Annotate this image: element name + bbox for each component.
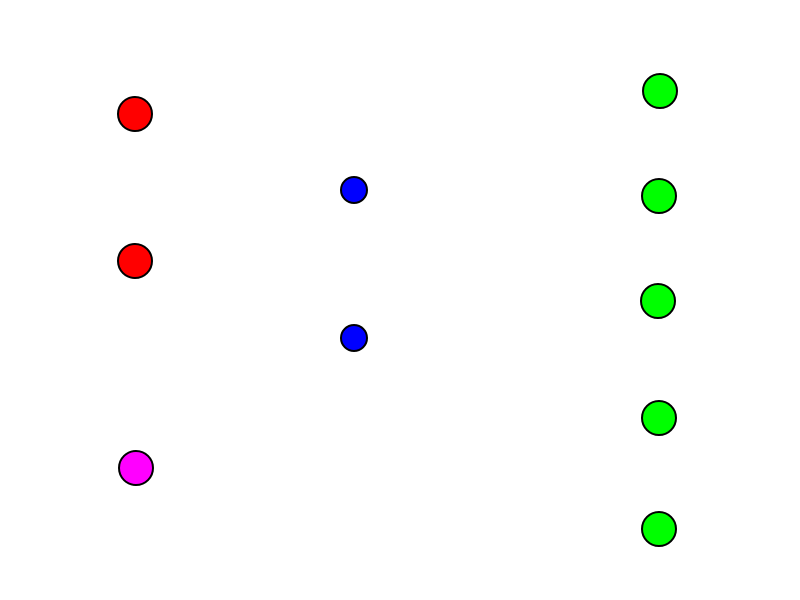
- green-1-node: [642, 73, 678, 109]
- nodes-layer: [117, 73, 678, 547]
- red-node-group: [117, 96, 153, 279]
- green-3-node: [640, 283, 676, 319]
- green-2-node: [641, 178, 677, 214]
- red-1-node: [117, 96, 153, 132]
- blue-2-node: [340, 324, 368, 352]
- red-2-node: [117, 243, 153, 279]
- blue-1-node: [340, 176, 368, 204]
- blue-node-group: [340, 176, 368, 352]
- green-node-group: [640, 73, 678, 547]
- magenta-node-group: [118, 450, 154, 486]
- green-5-node: [641, 511, 677, 547]
- green-4-node: [641, 400, 677, 436]
- magenta-1-node: [118, 450, 154, 486]
